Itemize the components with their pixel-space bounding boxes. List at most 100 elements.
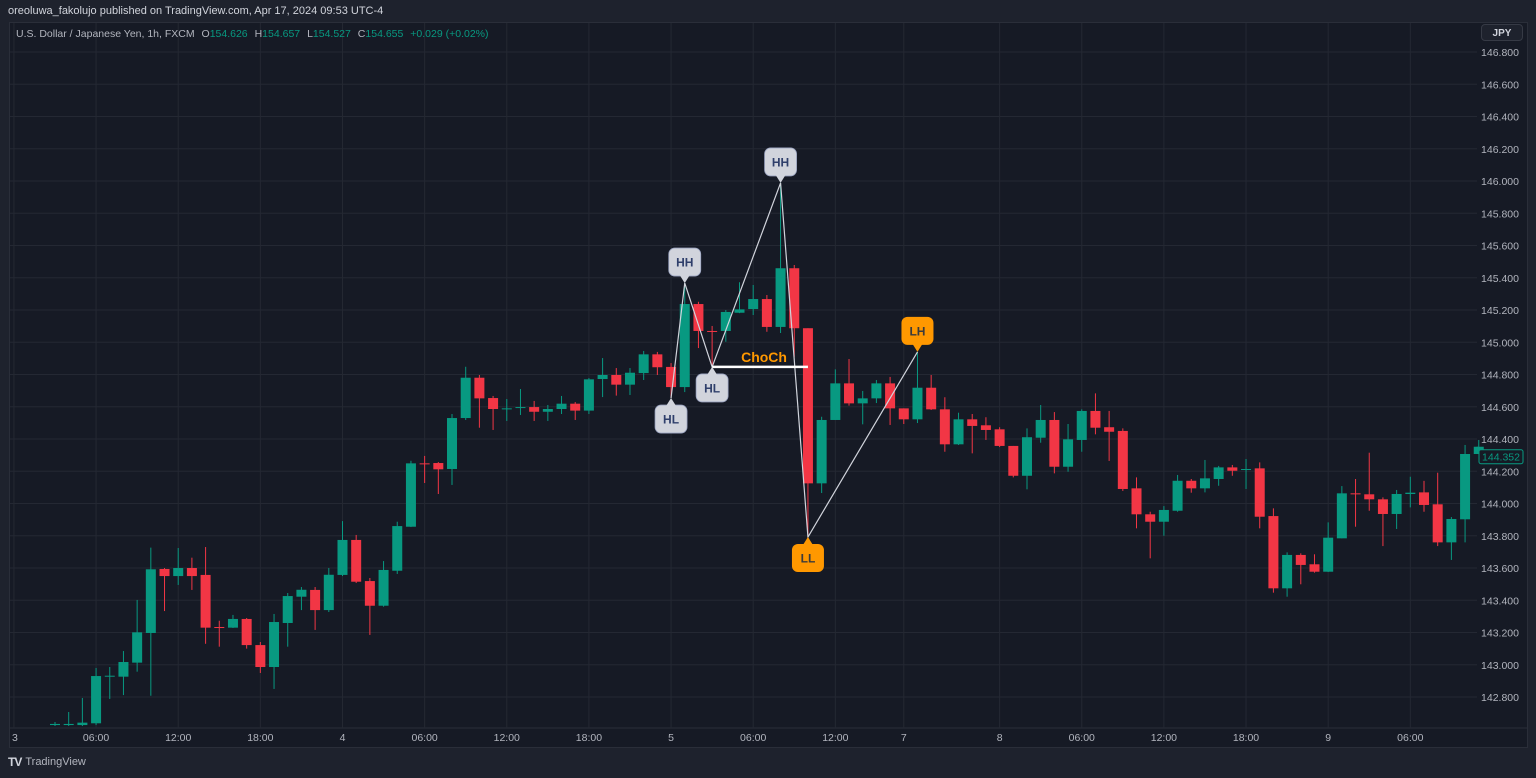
candle-body	[1104, 427, 1115, 432]
candle-bullish	[405, 460, 416, 528]
candle-bullish	[1336, 486, 1347, 539]
time-tick-label: 06:00	[1069, 732, 1095, 744]
change-value: +0.029 (+0.02%)	[410, 28, 489, 40]
candle-bearish	[1432, 472, 1443, 547]
candle-body	[857, 398, 868, 404]
symbol-title[interactable]: U.S. Dollar / Japanese Yen, 1h, FXCM	[16, 28, 195, 40]
candle-bearish	[1131, 477, 1142, 529]
structure-label-ll[interactable]: LL	[791, 537, 824, 573]
price-tick-label: 144.000	[1481, 499, 1519, 511]
candle-body	[186, 568, 197, 577]
candle-bearish	[364, 577, 375, 635]
candle-body	[419, 463, 430, 465]
candle-bullish	[296, 587, 307, 611]
candle-bearish	[1227, 464, 1238, 476]
candle-bearish	[1090, 393, 1101, 435]
candle-body	[1460, 453, 1471, 520]
candle-bearish	[214, 620, 225, 647]
time-tick-label: 8	[997, 732, 1003, 744]
candle-bullish	[583, 378, 594, 415]
candle-body	[447, 418, 458, 469]
last-price-value: 144.352	[1482, 452, 1520, 464]
candle-body	[1076, 410, 1087, 440]
candle-bearish	[1295, 553, 1306, 585]
candle-bearish	[1008, 445, 1019, 478]
label-text: HH	[772, 155, 789, 169]
candle-bearish	[474, 374, 485, 428]
structure-label-hh[interactable]: HH	[668, 247, 702, 284]
time-tick-label: 12:00	[1151, 732, 1177, 744]
candle-bullish	[392, 521, 403, 574]
price-tick-label: 145.000	[1481, 337, 1519, 349]
candle-bearish	[885, 376, 896, 425]
candle-bearish	[994, 427, 1005, 448]
candle-bearish	[1145, 511, 1156, 559]
currency-button[interactable]: JPY	[1481, 24, 1523, 41]
candle-body	[1268, 516, 1279, 589]
candle-body	[351, 539, 362, 582]
candle-bullish	[542, 404, 553, 421]
candle-bullish	[323, 568, 334, 613]
candle-body	[1377, 499, 1388, 514]
candle-bullish	[77, 697, 88, 727]
chart-pane[interactable]	[9, 22, 1528, 748]
label-pointer	[679, 275, 690, 284]
candle-bearish	[707, 325, 718, 367]
candle-bullish	[63, 711, 74, 727]
candle-body	[145, 569, 156, 633]
candle-body	[255, 645, 266, 668]
candle-bullish	[556, 395, 567, 415]
symbol-legend: U.S. Dollar / Japanese Yen, 1h, FXCM O15…	[16, 28, 489, 40]
candle-body	[734, 309, 745, 313]
label-pointer	[707, 366, 718, 375]
candle-bullish	[1391, 489, 1402, 529]
time-tick-label: 5	[668, 732, 674, 744]
candle-body	[926, 387, 937, 410]
candle-bearish	[1268, 508, 1279, 593]
candle-body	[1158, 509, 1169, 522]
candle-bullish	[816, 416, 827, 494]
time-tick-label: 7	[901, 732, 907, 744]
candle-bearish	[926, 374, 937, 410]
candle-body	[1063, 439, 1074, 467]
structure-label-lh[interactable]: LH	[901, 316, 934, 352]
candle-bullish	[871, 379, 882, 404]
candle-bullish	[501, 399, 512, 421]
candle-bullish	[679, 283, 690, 393]
candle-body	[871, 383, 882, 399]
candle-body	[912, 387, 923, 420]
candle-body	[1090, 410, 1101, 428]
candle-bullish	[460, 366, 471, 420]
candle-body	[597, 374, 608, 380]
structure-label-hl[interactable]: HL	[695, 366, 729, 403]
candle-body	[556, 403, 567, 410]
price-tick-label: 145.600	[1481, 241, 1519, 253]
price-tick-label: 144.400	[1481, 434, 1519, 446]
candle-bearish	[1364, 452, 1375, 511]
price-tick-label: 144.200	[1481, 466, 1519, 478]
candle-bearish	[898, 408, 909, 425]
label-text: HL	[663, 413, 679, 427]
candle-body	[488, 398, 499, 410]
candle-bearish	[419, 455, 430, 484]
candle-bullish	[748, 285, 759, 315]
structure-label-hh[interactable]: HH	[764, 147, 797, 183]
candle-body	[638, 354, 649, 374]
price-tick-label: 146.200	[1481, 144, 1519, 156]
candle-bearish	[241, 617, 252, 649]
candle-body	[1391, 493, 1402, 514]
candle-body	[844, 383, 855, 404]
candle-body	[1364, 494, 1375, 500]
time-tick-label: 06:00	[740, 732, 766, 744]
candle-body	[652, 354, 663, 368]
high-value: 154.657	[262, 28, 301, 40]
structure-label-hl[interactable]: HL	[654, 398, 688, 434]
time-tick-label: 18:00	[1233, 732, 1259, 744]
candle-bullish	[1021, 428, 1032, 490]
candle-body	[1145, 514, 1156, 522]
candle-bullish	[1199, 459, 1210, 493]
candle-body	[542, 409, 553, 412]
candle-bullish	[912, 351, 923, 424]
candle-bearish	[1350, 478, 1361, 527]
